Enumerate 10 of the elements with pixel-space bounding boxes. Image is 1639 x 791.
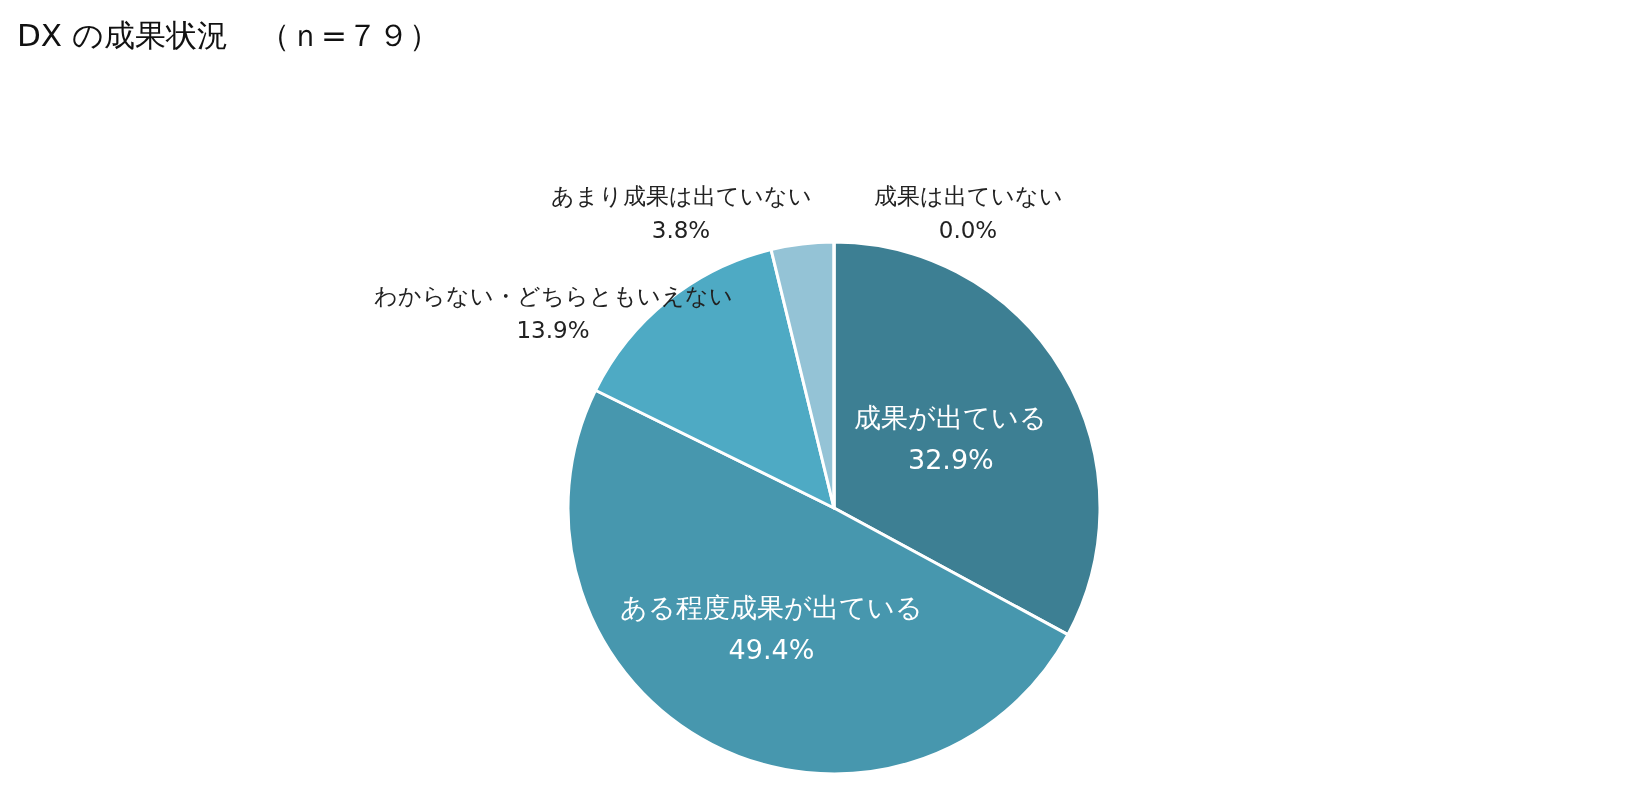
data-label: 13.9% [516,317,590,343]
slice-label: あまり成果は出ていない [550,183,812,209]
category-label: 成果は出ていない [873,183,1063,209]
slice-label: 成果が出ている [854,401,1048,433]
text: 0.0% [938,217,998,243]
data-label: 49.4% [728,634,815,666]
chart-title: DX の成果状況 （ｎ=７９） [17,16,440,53]
data-label: 32.9% [907,443,994,475]
slice-label: ある程度成果が出ている [620,592,923,624]
data-label: 3.8% [651,217,711,243]
